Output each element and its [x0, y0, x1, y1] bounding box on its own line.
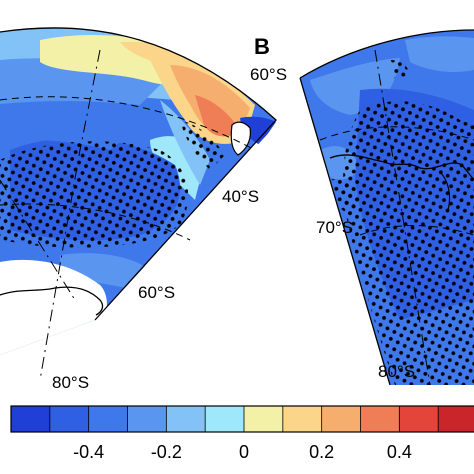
- colorbar: -0.4 -0.2 0 0.2 0.4: [10, 405, 474, 462]
- colorbar-tick-label: 0.2: [309, 442, 334, 462]
- panel-b-frame: [299, 29, 474, 386]
- panel-b-lat-label: 60°S: [250, 65, 287, 84]
- colorbar-tick-label: 0: [239, 442, 249, 462]
- colorbar-outline: [10, 405, 474, 433]
- panel-b-map: B 60°S 70°S 80°S: [250, 29, 474, 386]
- colorbar-swatch: [243, 405, 284, 433]
- colorbar-swatch: [282, 405, 323, 433]
- colorbar-swatch: [204, 405, 245, 433]
- panel-a-lat-label: 80°S: [52, 373, 89, 392]
- colorbar-tick-label: -0.2: [151, 442, 182, 462]
- panel-b-lat-label: 70°S: [316, 218, 353, 237]
- panel-a-lat-label: 40°S: [222, 187, 259, 206]
- colorbar-swatch: [10, 405, 51, 433]
- panel-label: B: [254, 34, 270, 59]
- colorbar-tick-label: -0.4: [73, 442, 104, 462]
- colorbar-swatch: [398, 405, 440, 433]
- colorbar-swatch: [49, 405, 90, 433]
- colorbar-swatch: [360, 405, 401, 433]
- panel-b-coastline: [329, 154, 474, 181]
- panel-b-lat-label: 80°S: [378, 362, 415, 381]
- panel-a-coastline: [0, 286, 104, 316]
- colorbar-swatch: [88, 405, 129, 433]
- colorbar-swatch: [437, 405, 474, 433]
- colorbar-swatch: [321, 405, 362, 433]
- colorbar-swatch: [127, 405, 168, 433]
- colorbar-tick-label: 0.4: [387, 442, 412, 462]
- panel-a-lat-label: 60°S: [138, 283, 175, 302]
- panel-a-map: 40°S 60°S 80°S: [0, 27, 277, 392]
- panel-a-land: [0, 259, 107, 355]
- colorbar-swatch: [165, 405, 207, 433]
- panel-a-frame: [0, 27, 277, 321]
